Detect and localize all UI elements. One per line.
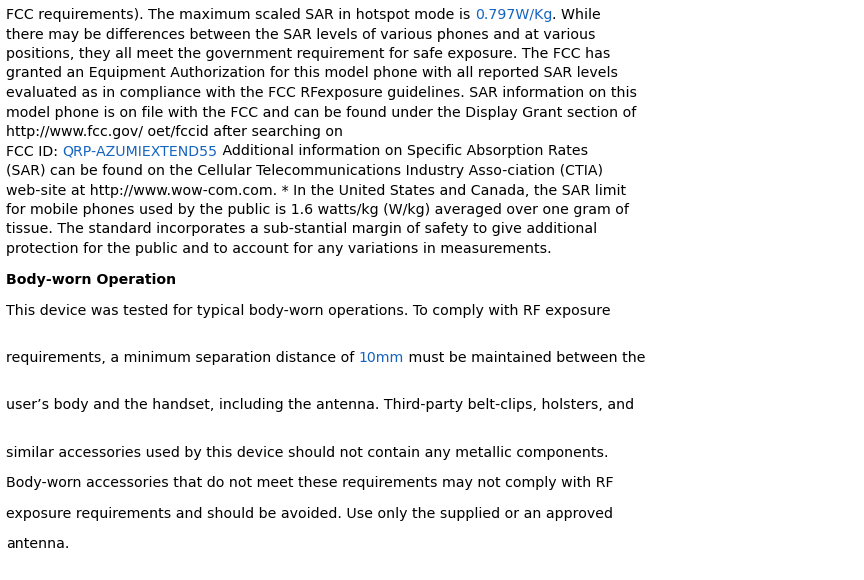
Text: there may be differences between the SAR levels of various phones and at various: there may be differences between the SAR…: [6, 27, 595, 42]
Text: must be maintained between the: must be maintained between the: [404, 351, 645, 365]
Text: FCC ID:: FCC ID:: [6, 144, 62, 158]
Text: for mobile phones used by the public is 1.6 watts/kg (W/kg) averaged over one gr: for mobile phones used by the public is …: [6, 203, 629, 217]
Text: . While: . While: [552, 8, 601, 22]
Text: similar accessories used by this device should not contain any metallic componen: similar accessories used by this device …: [6, 445, 608, 459]
Text: positions, they all meet the government requirement for safe exposure. The FCC h: positions, they all meet the government …: [6, 47, 610, 61]
Text: antenna.: antenna.: [6, 537, 69, 551]
Text: QRP-AZUMIEXTEND55: QRP-AZUMIEXTEND55: [62, 144, 218, 158]
Text: Body-worn accessories that do not meet these requirements may not comply with RF: Body-worn accessories that do not meet t…: [6, 476, 613, 490]
Text: tissue. The standard incorporates a sub-stantial margin of safety to give additi: tissue. The standard incorporates a sub-…: [6, 223, 597, 237]
Text: model phone is on file with the FCC and can be found under the Display Grant sec: model phone is on file with the FCC and …: [6, 106, 636, 119]
Text: Additional information on Specific Absorption Rates: Additional information on Specific Absor…: [218, 144, 588, 158]
Text: granted an Equipment Authorization for this model phone with all reported SAR le: granted an Equipment Authorization for t…: [6, 67, 618, 81]
Text: Body-worn Operation: Body-worn Operation: [6, 273, 176, 287]
Text: (SAR) can be found on the Cellular Telecommunications Industry Asso-ciation (CTI: (SAR) can be found on the Cellular Telec…: [6, 164, 603, 178]
Text: 0.797W/Kg: 0.797W/Kg: [475, 8, 552, 22]
Text: requirements, a minimum separation distance of: requirements, a minimum separation dista…: [6, 351, 359, 365]
Text: web-site at http://www.wow-com.com. * In the United States and Canada, the SAR l: web-site at http://www.wow-com.com. * In…: [6, 183, 626, 198]
Text: http://www.fcc.gov/ oet/fccid after searching on: http://www.fcc.gov/ oet/fccid after sear…: [6, 125, 343, 139]
Text: FCC requirements). The maximum scaled SAR in hotspot mode is: FCC requirements). The maximum scaled SA…: [6, 8, 475, 22]
Text: This device was tested for typical body-worn operations. To comply with RF expos: This device was tested for typical body-…: [6, 304, 611, 318]
Text: 10mm: 10mm: [359, 351, 404, 365]
Text: exposure requirements and should be avoided. Use only the supplied or an approve: exposure requirements and should be avoi…: [6, 506, 613, 520]
Text: protection for the public and to account for any variations in measurements.: protection for the public and to account…: [6, 242, 551, 256]
Text: evaluated as in compliance with the FCC RFexposure guidelines. SAR information o: evaluated as in compliance with the FCC …: [6, 86, 637, 100]
Text: user’s body and the handset, including the antenna. Third-party belt-clips, hols: user’s body and the handset, including t…: [6, 398, 634, 412]
